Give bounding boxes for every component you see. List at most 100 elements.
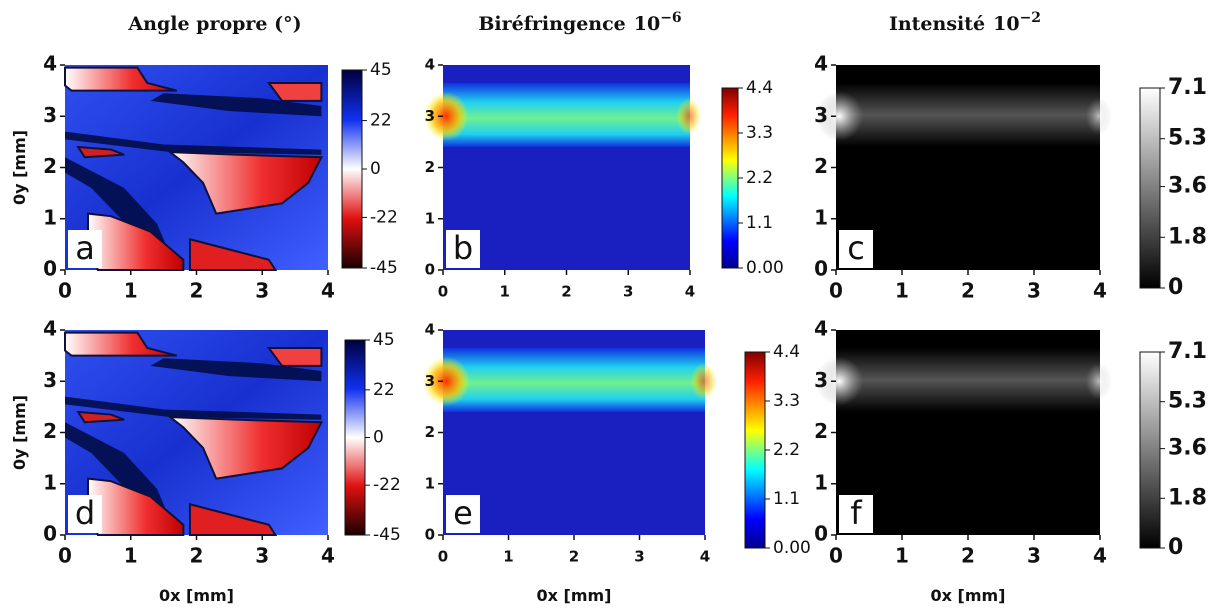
heatmap-region <box>188 237 278 271</box>
heatmap-region <box>188 502 278 536</box>
y-tick-label: 3 <box>43 368 57 392</box>
colorbar-tick-label: 1.8 <box>1168 485 1207 510</box>
colorbar-tick-label: 1.1 <box>773 489 800 509</box>
x-tick-label: 2 <box>561 283 571 301</box>
colorbar-tick-label: 22 <box>373 380 395 400</box>
x-tick-label: 2 <box>961 544 975 568</box>
chart-title: Intensité 10−2 <box>889 10 1041 35</box>
panel-label: c <box>847 229 865 267</box>
y-tick-label: 1 <box>814 470 828 494</box>
heatmap-region <box>150 93 322 117</box>
x-tick-label: 4 <box>1093 544 1107 568</box>
heatmap-region <box>167 416 324 480</box>
y-tick-label: 2 <box>43 419 57 443</box>
x-tick-label: 1 <box>500 283 510 301</box>
y-tick-label: 2 <box>425 158 435 176</box>
panel-label: a <box>75 229 95 267</box>
y-tick-label: 0 <box>43 522 57 546</box>
x-tick-label: 4 <box>1093 279 1107 303</box>
x-tick-label: 1 <box>503 548 513 566</box>
x-tick-label: 3 <box>1027 279 1041 303</box>
y-tick-label: 4 <box>425 56 435 74</box>
panel-label-box <box>68 495 102 533</box>
heatmap-region <box>266 81 323 102</box>
panel-label: d <box>75 494 95 532</box>
colorbar-tick-label: 3.3 <box>746 123 773 143</box>
panel-label-box <box>839 495 873 533</box>
x-axis-label: 0x [mm] <box>537 586 612 605</box>
colorbar <box>1139 87 1161 289</box>
colorbar-tick-label: 4.4 <box>773 342 800 362</box>
title-exponent: −6 <box>660 10 681 26</box>
panel-label-box <box>839 230 873 268</box>
heatmap-region <box>266 346 323 367</box>
x-tick-label: 0 <box>58 279 72 303</box>
colorbar-tick-label: 22 <box>370 111 392 131</box>
chart-title: Biréfringence 10−6 <box>478 10 681 35</box>
colorbar-tick-label: 5.3 <box>1168 389 1207 414</box>
colorbar-tick-label: 0.00 <box>773 538 811 558</box>
heatmap-band <box>836 82 1100 147</box>
x-tick-label: 0 <box>438 283 448 301</box>
y-tick-label: 3 <box>43 103 57 127</box>
x-tick-label: 4 <box>685 283 695 301</box>
heatmap-region <box>64 331 178 357</box>
x-tick-label: 1 <box>895 279 909 303</box>
x-tick-label: 4 <box>321 279 335 303</box>
x-tick-label: 0 <box>438 548 448 566</box>
colorbar-tick-label: 0 <box>370 159 381 179</box>
colorbar-tick-label: -22 <box>370 207 398 227</box>
colorbar-tick-label: 45 <box>370 60 392 80</box>
heatmap-hotspot <box>815 91 864 141</box>
x-tick-label: 3 <box>255 544 269 568</box>
colorbar <box>721 87 739 269</box>
colorbar <box>341 69 363 269</box>
chart-title: Angle propre (°) <box>127 13 301 35</box>
colorbar-tick-label: 2.2 <box>773 440 800 460</box>
heatmap-hotspot <box>676 97 702 135</box>
y-tick-label: 2 <box>425 423 435 441</box>
y-axis-label: 0y [mm] <box>10 395 29 470</box>
y-tick-label: 4 <box>814 317 828 341</box>
heatmap-hotspot <box>1085 97 1112 135</box>
heatmap-region <box>65 131 322 155</box>
y-tick-label: 1 <box>43 205 57 229</box>
panel-label: e <box>453 494 473 532</box>
x-tick-label: 4 <box>321 544 335 568</box>
heatmap-hotspot <box>423 91 469 141</box>
heatmap-region <box>65 396 322 420</box>
colorbar-tick-label: -22 <box>373 475 401 495</box>
y-tick-label: 3 <box>814 103 828 127</box>
colorbar-tick-label: -45 <box>373 525 401 545</box>
colorbar <box>1139 351 1161 549</box>
title-text: Intensité <box>889 13 985 35</box>
heatmap-hotspot <box>1085 362 1112 400</box>
heatmap-region <box>150 358 322 382</box>
x-tick-label: 1 <box>124 544 138 568</box>
x-tick-label: 0 <box>829 544 843 568</box>
x-tick-label: 1 <box>895 544 909 568</box>
panel-label-box <box>446 495 480 533</box>
colorbar-tick-label: 3.3 <box>773 391 800 411</box>
y-axis-label: 0y [mm] <box>10 130 29 205</box>
x-tick-label: 2 <box>190 279 204 303</box>
title-base: 10 <box>993 13 1019 35</box>
y-tick-label: 2 <box>814 154 828 178</box>
colorbar-tick-label: 45 <box>373 330 395 350</box>
panel-label-box <box>68 230 102 268</box>
x-axis-label: 0x [mm] <box>931 586 1006 605</box>
x-tick-label: 3 <box>255 279 269 303</box>
heatmap-hotspot <box>690 362 717 400</box>
y-tick-label: 1 <box>425 209 435 227</box>
y-tick-label: 0 <box>43 257 57 281</box>
y-tick-label: 2 <box>43 154 57 178</box>
colorbar-tick-label: 7.1 <box>1168 75 1207 100</box>
title-exponent: −2 <box>1020 10 1041 26</box>
y-tick-label: 0 <box>425 261 435 279</box>
panel-label: b <box>453 229 473 267</box>
panel-label: f <box>850 494 862 532</box>
x-tick-label: 4 <box>700 548 710 566</box>
panel-label-box <box>446 230 480 268</box>
title-base: 10 <box>634 13 660 35</box>
